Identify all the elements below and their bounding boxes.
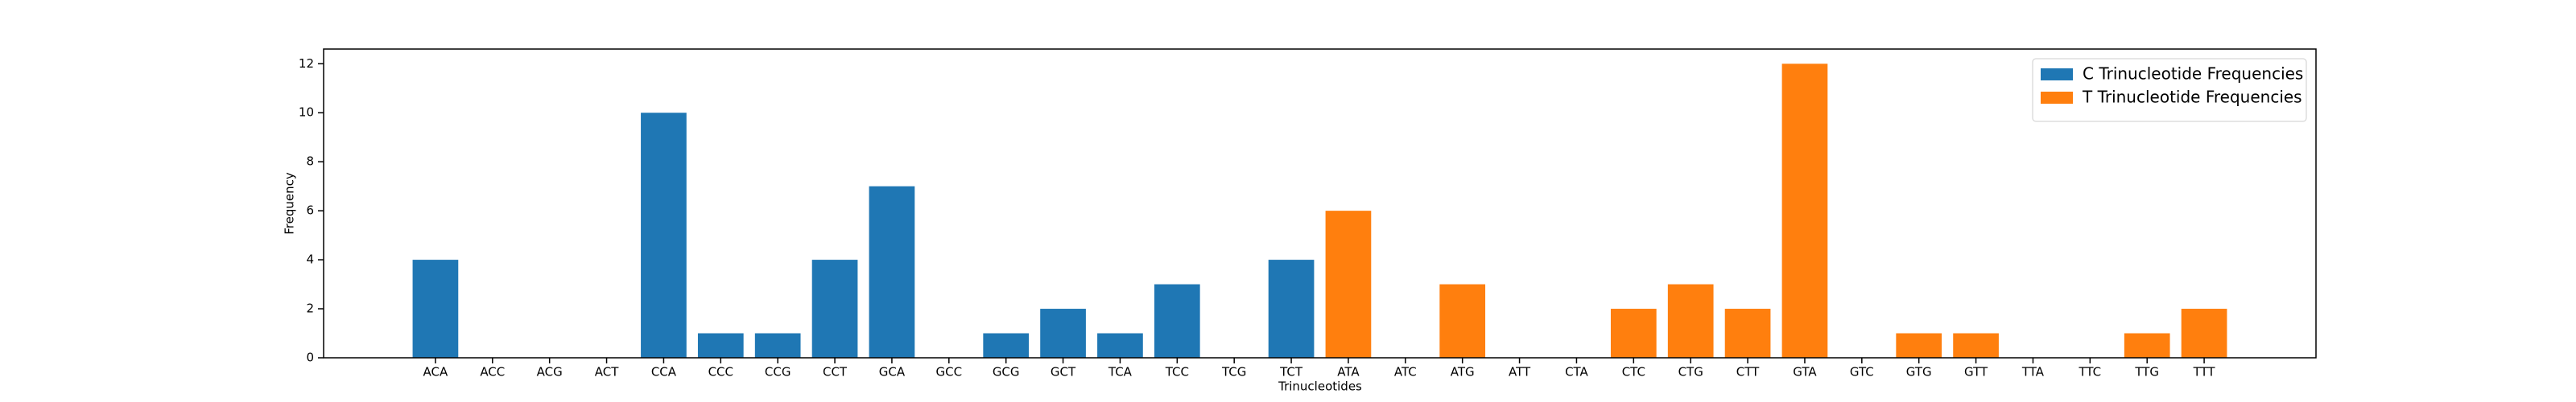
x-tick-label: CCT — [823, 365, 848, 379]
bar — [1667, 284, 1714, 358]
bar — [1268, 260, 1315, 358]
x-tick-label: ACT — [595, 365, 619, 379]
x-tick-label: CCC — [708, 365, 733, 379]
x-tick-label: GCA — [879, 365, 906, 379]
plot-frame — [323, 48, 2317, 359]
x-tick-label: TCA — [1108, 365, 1133, 379]
legend: C Trinucleotide Frequencies T Trinucleoti… — [2032, 58, 2307, 122]
bar — [754, 333, 801, 358]
bar — [811, 260, 858, 358]
y-tick-label: 12 — [299, 56, 314, 71]
bar — [641, 113, 687, 358]
y-tick-label: 0 — [306, 351, 314, 365]
x-tick-label: GCT — [1051, 365, 1076, 379]
x-tick-label: CCA — [651, 365, 677, 379]
bar — [1097, 333, 1143, 358]
bar — [1724, 309, 1771, 358]
y-tick-label: 4 — [306, 252, 314, 267]
bar — [2124, 333, 2170, 358]
legend-swatch — [2041, 68, 2073, 80]
y-tick-label: 6 — [306, 203, 314, 218]
x-tick-label: CTA — [1565, 365, 1588, 379]
x-tick-label: CTG — [1678, 365, 1703, 379]
x-tick-label: ACG — [537, 365, 563, 379]
legend-label: C Trinucleotide Frequencies — [2083, 64, 2303, 84]
x-tick-label: GTG — [1906, 365, 1932, 379]
y-tick-label: 8 — [306, 154, 314, 169]
bar — [2181, 309, 2227, 358]
x-tick-label: CCG — [765, 365, 791, 379]
bar — [1040, 309, 1086, 358]
y-tick-label: 2 — [306, 302, 314, 316]
x-tick-label: ATT — [1509, 365, 1531, 379]
bar — [1896, 333, 1942, 358]
x-tick-label: TTA — [2021, 365, 2045, 379]
bar — [1439, 284, 1486, 358]
bar — [697, 333, 744, 358]
x-tick-label: TTC — [2079, 365, 2102, 379]
legend-label: T Trinucleotide Frequencies — [2082, 88, 2302, 107]
bar — [1610, 309, 1657, 358]
x-tick-label: GTA — [1793, 365, 1817, 379]
x-tick-label: ACC — [480, 365, 505, 379]
bar — [412, 260, 459, 358]
y-axis-label: Frequency — [283, 172, 297, 235]
bar — [1781, 64, 1828, 359]
x-tick-label: CTT — [1736, 365, 1760, 379]
x-tick-label: GTT — [1964, 365, 1988, 379]
x-tick-label: TTG — [2134, 365, 2159, 379]
x-tick-label: GCC — [936, 365, 963, 379]
x-axis-label: Trinucleotides — [1278, 379, 1362, 394]
x-tick-label: ATC — [1394, 365, 1417, 379]
x-tick-label: TCG — [1221, 365, 1246, 379]
x-tick-label: TCC — [1165, 365, 1189, 379]
bar — [1154, 284, 1200, 358]
bar — [869, 186, 915, 358]
legend-swatch — [2041, 92, 2073, 104]
legend-box — [2032, 58, 2307, 122]
x-tick-label: TTT — [2193, 365, 2216, 379]
bar — [983, 333, 1030, 358]
x-tick-label: CTC — [1622, 365, 1645, 379]
bar — [1325, 211, 1372, 358]
x-tick-label: GCG — [993, 365, 1020, 379]
x-tick-label: GTC — [1850, 365, 1874, 379]
x-tick-label: ATA — [1337, 365, 1360, 379]
x-tick-label: ACA — [423, 365, 448, 379]
x-tick-label: TCT — [1279, 365, 1303, 379]
bar — [1953, 333, 1999, 358]
y-tick-label: 10 — [299, 105, 314, 120]
x-tick-label: ATG — [1451, 365, 1475, 379]
